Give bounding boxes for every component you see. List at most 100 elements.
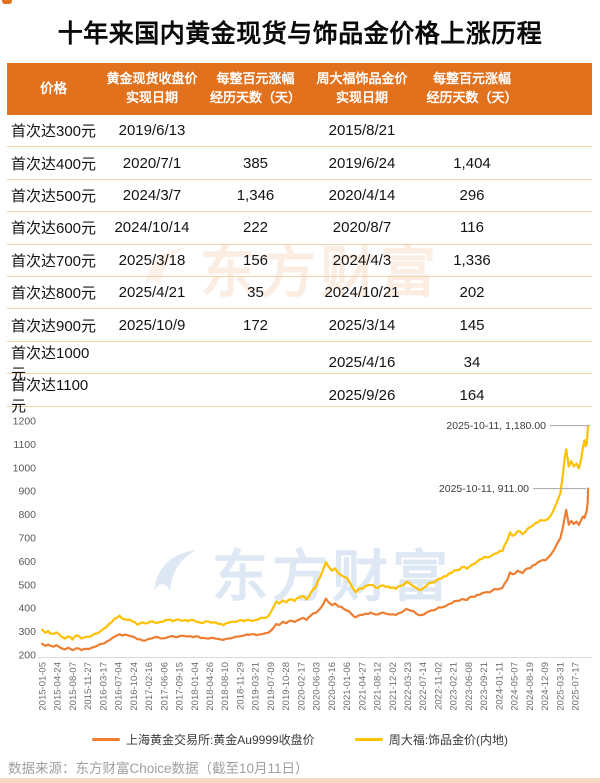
- svg-text:2020-06-03: 2020-06-03: [312, 662, 323, 711]
- svg-text:2017-09-15: 2017-09-15: [175, 662, 186, 711]
- legend-label: 周大福:饰品金价(内地): [388, 733, 509, 747]
- jewelry-line-swatch: [354, 737, 383, 742]
- svg-text:2019-03-21: 2019-03-21: [251, 662, 262, 711]
- svg-text:2015-11-27: 2015-11-27: [83, 662, 94, 710]
- legend-item-jewelry: 周大福:饰品金价(内地): [354, 731, 509, 748]
- svg-text:2016-03-17: 2016-03-17: [98, 662, 109, 711]
- ctf-date-cell: 2024/4/3: [332, 251, 392, 269]
- svg-text:2025-07-17: 2025-07-17: [571, 662, 582, 711]
- price-label: 首次达1100元: [11, 377, 89, 416]
- bottom-accent-strip: [0, 778, 600, 783]
- ctf-days-cell: 296: [459, 186, 485, 204]
- svg-text:600: 600: [18, 556, 36, 568]
- svg-text:2024-01-11: 2024-01-11: [494, 662, 505, 710]
- svg-text:2022-11-02: 2022-11-02: [433, 662, 444, 710]
- table-row: 首次达500元 2024/3/7 1,346 2020/4/14 296: [7, 180, 592, 213]
- svg-text:2024-08-19: 2024-08-19: [525, 662, 536, 711]
- table-body: 首次达300元 2019/6/13 2015/8/21 首次达400元 2020/7/1…: [7, 115, 592, 415]
- ctf-days-cell: 116: [460, 219, 484, 237]
- header-spot-days: 每整百元涨幅 经历天数（天）: [209, 71, 301, 105]
- ctf-days-cell: 202: [459, 284, 485, 302]
- spot-date-cell: 2025/4/21: [118, 284, 186, 302]
- chart-legend: 上海黄金交易所:黄金Au9999收盘价 周大福:饰品金价(内地): [0, 731, 600, 748]
- header-spot-date: 黄金现货收盘价 实现日期: [106, 71, 198, 105]
- svg-text:2021-08-12: 2021-08-12: [373, 662, 384, 711]
- page-title: 十年来国内黄金现货与饰品金价格上涨历程: [57, 20, 543, 48]
- svg-text:900: 900: [18, 486, 36, 498]
- table-row: 首次达700元 2025/3/18 156 2024/4/3 1,336: [7, 245, 592, 277]
- svg-text:1000: 1000: [13, 462, 37, 474]
- svg-text:2022-07-14: 2022-07-14: [418, 662, 429, 711]
- price-label: 首次达300元: [11, 123, 97, 141]
- milestone-table: 价格 黄金现货收盘价 实现日期 每整百元涨幅 经历天数（天） 周大福饰品金价 实现日期…: [7, 63, 592, 415]
- svg-text:2018-01-04: 2018-01-04: [190, 662, 201, 711]
- svg-text:2021-01-06: 2021-01-06: [342, 662, 353, 711]
- price-label: 首次达700元: [11, 252, 97, 270]
- svg-text:700: 700: [18, 533, 36, 545]
- spot-date-cell: 2020/7/1: [122, 154, 182, 172]
- price-label: 首次达800元: [11, 285, 97, 303]
- spot-days-cell: 1,346: [236, 186, 275, 204]
- x-axis-labels: 2015-01-05 2015-04-24 2015-08-07 2015-11-27…: [38, 662, 582, 711]
- ctf-date-cell: 2020/4/14: [328, 186, 396, 204]
- spot-days-cell: 35: [247, 284, 264, 302]
- data-source-note: 数据来源：东方财富Choice数据（截至10月11日）: [8, 761, 309, 776]
- svg-text:2025-03-31: 2025-03-31: [555, 662, 566, 711]
- svg-text:2022-03-23: 2022-03-23: [403, 662, 414, 711]
- ctf-date-cell: 2019/6/24: [328, 154, 396, 172]
- svg-text:200: 200: [18, 650, 36, 662]
- svg-text:2018-11-29: 2018-11-29: [235, 662, 246, 710]
- svg-text:500: 500: [18, 579, 36, 591]
- table-row: 首次达400元 2020/7/1 385 2019/6/24 1,404: [7, 147, 592, 180]
- ctf-date-cell: 2025/4/16: [328, 354, 396, 372]
- svg-text:2025-10-11, 911.00: 2025-10-11, 911.00: [439, 483, 529, 495]
- svg-text:2024-12-09: 2024-12-09: [540, 662, 551, 711]
- svg-text:2016-10-24: 2016-10-24: [129, 662, 140, 711]
- ctf-date-cell: 2015/8/21: [328, 122, 396, 140]
- spot-line-swatch: [91, 737, 120, 742]
- table-row: 首次达600元 2024/10/14 222 2020/8/7 116: [7, 212, 592, 245]
- table-row: 首次达300元 2019/6/13 2015/8/21: [7, 115, 592, 148]
- svg-text:2021-12-02: 2021-12-02: [388, 662, 399, 711]
- header-ctf-date: 周大福饰品金价 实现日期: [316, 71, 408, 105]
- legend-label: 上海黄金交易所:黄金Au9999收盘价: [125, 733, 315, 747]
- ctf-date-cell: 2024/10/21: [324, 284, 400, 302]
- table-row: 首次达1100元 2025/9/26 164: [7, 374, 592, 415]
- ctf-days-cell: 1,336: [453, 251, 491, 269]
- header-price: 价格: [40, 81, 67, 97]
- spot-days-cell: 172: [242, 316, 269, 334]
- price-label: 首次达500元: [11, 187, 97, 205]
- spot-days-cell: 156: [242, 251, 269, 269]
- svg-text:2018-08-10: 2018-08-10: [220, 662, 231, 711]
- svg-text:2019-07-09: 2019-07-09: [266, 662, 277, 711]
- ctf-date-cell: 2025/3/14: [328, 316, 396, 334]
- svg-text:2020-02-17: 2020-02-17: [296, 662, 307, 711]
- price-label: 首次达600元: [11, 220, 97, 238]
- spot-days-cell: 385: [242, 154, 269, 172]
- svg-text:2015-01-05: 2015-01-05: [38, 662, 49, 711]
- series-line-1: [40, 424, 590, 641]
- ctf-days-cell: 145: [459, 316, 485, 334]
- svg-text:2016-07-04: 2016-07-04: [114, 662, 125, 711]
- spot-days-cell: 222: [242, 219, 269, 237]
- ctf-days-cell: 34: [463, 354, 481, 372]
- svg-text:2025-10-11, 1,180.00: 2025-10-11, 1,180.00: [446, 420, 546, 432]
- spot-date-cell: 2024/10/14: [114, 219, 190, 237]
- ctf-days-cell: 164: [459, 386, 485, 404]
- svg-text:1200: 1200: [13, 416, 37, 428]
- annotation-0: 2025-10-11, 1,180.00: [446, 420, 590, 432]
- annotation-1: 2025-10-11, 911.00: [439, 483, 586, 495]
- svg-text:300: 300: [18, 626, 36, 638]
- header-ctf-days: 每整百元涨幅 经历天数（天）: [426, 71, 518, 105]
- spot-date-cell: 2025/10/9: [118, 316, 186, 334]
- svg-text:2023-09-21: 2023-09-21: [479, 662, 490, 711]
- table-row: 首次达900元 2025/10/9 172 2025/3/14 145: [7, 309, 592, 342]
- svg-text:2015-08-07: 2015-08-07: [68, 662, 79, 711]
- svg-text:2020-09-16: 2020-09-16: [327, 662, 338, 711]
- table-row: 首次达1000元 2025/4/16 34: [7, 342, 592, 383]
- price-label: 首次达900元: [11, 317, 97, 335]
- svg-text:2023-06-08: 2023-06-08: [464, 662, 475, 711]
- table-header: 价格 黄金现货收盘价 实现日期 每整百元涨幅 经历天数（天） 周大福饰品金价 实现日期…: [7, 63, 592, 115]
- legend-item-spot: 上海黄金交易所:黄金Au9999收盘价: [91, 731, 315, 748]
